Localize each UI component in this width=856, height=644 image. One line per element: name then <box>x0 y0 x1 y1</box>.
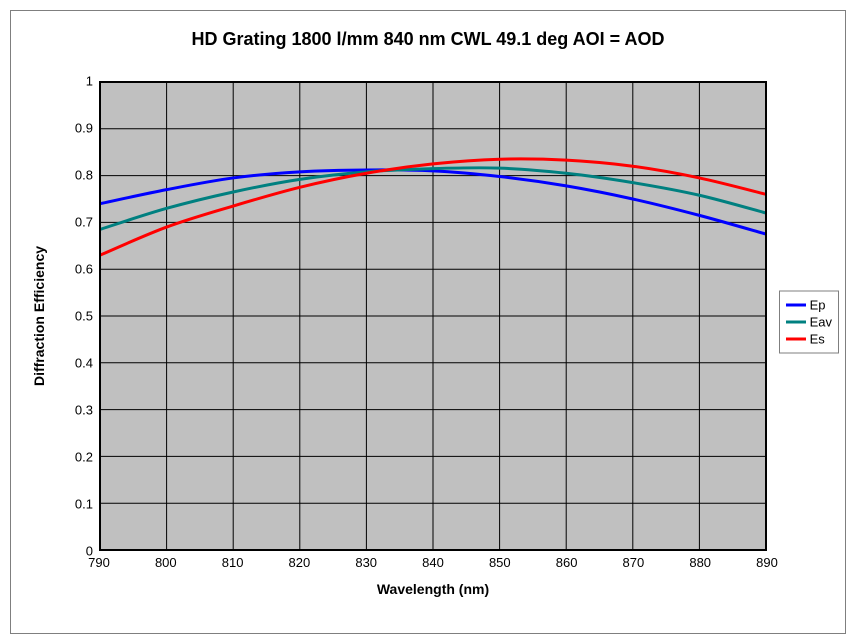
legend: Ep Eav Es <box>779 291 839 354</box>
y-tick-label: 0.2 <box>75 450 99 465</box>
legend-swatch <box>786 321 806 324</box>
y-tick-label: 0.7 <box>75 215 99 230</box>
legend-label: Eav <box>810 315 832 330</box>
chart-container: HD Grating 1800 l/mm 840 nm CWL 49.1 deg… <box>0 0 856 644</box>
legend-item: Ep <box>786 298 832 313</box>
legend-label: Ep <box>810 298 826 313</box>
y-tick-label: 0.6 <box>75 262 99 277</box>
x-tick-label: 870 <box>623 551 645 570</box>
y-tick-label: 0.9 <box>75 121 99 136</box>
y-axis-label: Diffraction Efficiency <box>31 246 47 386</box>
y-tick-label: 1 <box>86 74 99 89</box>
y-tick-label: 0.5 <box>75 309 99 324</box>
plot-wrap: 00.10.20.30.40.50.60.70.80.91 7908008108… <box>99 81 767 551</box>
x-axis-label: Wavelength (nm) <box>99 581 767 597</box>
x-tick-label: 850 <box>489 551 511 570</box>
x-tick-label: 820 <box>289 551 311 570</box>
x-tick-label: 810 <box>222 551 244 570</box>
x-tick-label: 860 <box>556 551 578 570</box>
y-tick-label: 0.8 <box>75 168 99 183</box>
chart-frame: HD Grating 1800 l/mm 840 nm CWL 49.1 deg… <box>10 10 846 634</box>
x-tick-label: 800 <box>155 551 177 570</box>
y-tick-label: 0.3 <box>75 403 99 418</box>
x-tick-label: 830 <box>355 551 377 570</box>
x-tick-label: 840 <box>422 551 444 570</box>
legend-label: Es <box>810 332 825 347</box>
x-tick-label: 790 <box>88 551 110 570</box>
legend-swatch <box>786 304 806 307</box>
legend-item: Es <box>786 332 832 347</box>
y-tick-label: 0.1 <box>75 497 99 512</box>
plot-area <box>99 81 767 551</box>
x-tick-label: 880 <box>689 551 711 570</box>
x-tick-label: 890 <box>756 551 778 570</box>
legend-item: Eav <box>786 315 832 330</box>
chart-title: HD Grating 1800 l/mm 840 nm CWL 49.1 deg… <box>11 29 845 50</box>
y-tick-label: 0.4 <box>75 356 99 371</box>
legend-swatch <box>786 338 806 341</box>
